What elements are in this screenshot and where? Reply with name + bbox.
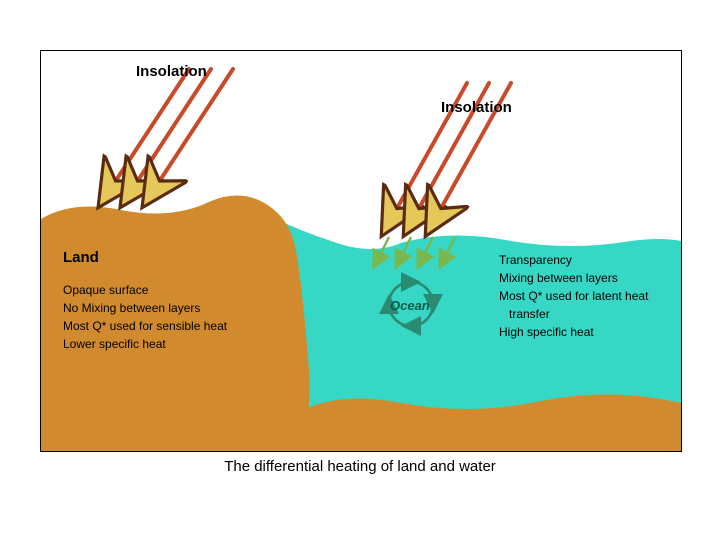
- label-land: Land: [63, 249, 99, 266]
- caption: The differential heating of land and wat…: [0, 458, 720, 475]
- stage: Insolation Insolation Land Ocean Opaque …: [0, 0, 720, 540]
- diagram-frame: Insolation Insolation Land Ocean Opaque …: [40, 50, 682, 452]
- label-ocean: Ocean: [390, 298, 430, 313]
- water-properties-text: Transparency Mixing between layers Most …: [499, 251, 648, 341]
- label-insolation-left: Insolation: [136, 63, 207, 80]
- land-properties-text: Opaque surface No Mixing between layers …: [63, 281, 227, 353]
- label-insolation-right: Insolation: [441, 99, 512, 116]
